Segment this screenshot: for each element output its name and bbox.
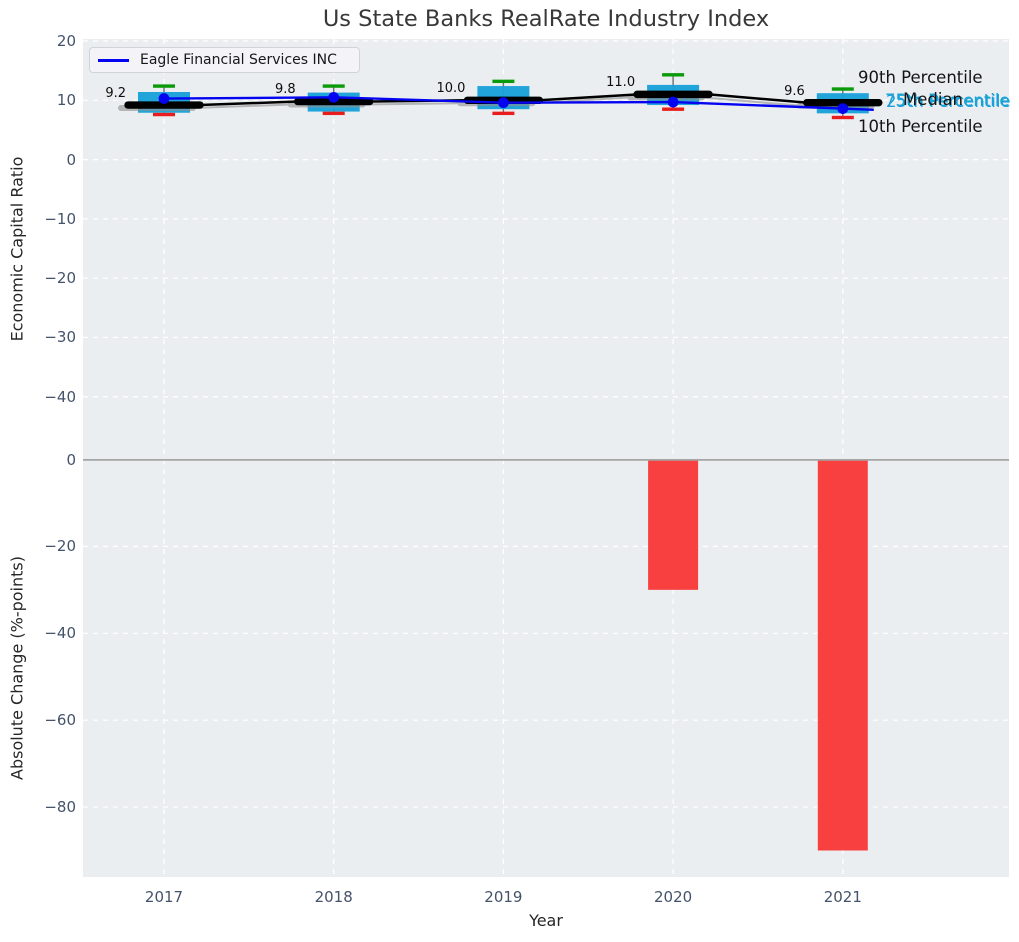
legend: Eagle Financial Services INC [89,47,360,73]
company-marker-2020 [667,96,679,108]
cap-10th-2020 [662,107,685,111]
ytick-label-bottom: −60 [44,711,76,730]
ytick-label-top: −20 [44,269,76,288]
ytick-label-top: 0 [66,150,76,169]
xtick-label-2017: 2017 [144,888,184,906]
annotation-75th-percentile: 75th Percentile [885,91,1010,110]
annotation-90th-percentile: 90th Percentile [858,68,983,87]
ytick-label-top: −40 [44,387,76,406]
cap-10th-2021 [831,115,854,120]
legend-line-sample [98,58,129,62]
ytick-label-bottom: −80 [44,798,76,817]
cap-90th-2018 [322,84,345,88]
ytick-label-bottom: 0 [66,450,76,469]
cap-10th-2018 [322,111,345,116]
bar-2021 [817,459,868,851]
bar-2020 [648,459,699,590]
value-label-2019: 10.0 [436,81,466,97]
company-marker-2021 [837,103,849,115]
company-marker-2019 [498,97,509,109]
annotation-10th-percentile: 10th Percentile [858,117,983,136]
median-connector [362,102,461,106]
company-marker-2018 [328,91,340,103]
ytick-label-top: −30 [44,328,76,347]
median-connector [192,103,291,110]
xtick-label-2019: 2019 [484,888,523,906]
ytick-label-top: 20 [56,32,76,51]
xtick-label-2020: 2020 [654,888,693,906]
bottom-y-axis-label: Absolute Change (%-points) [7,556,27,780]
cap-10th-2019 [492,111,515,116]
x-axis-label: Year [529,911,563,930]
cap-10th-2017 [153,112,175,117]
ytick-label-top: −10 [44,209,76,228]
bottom-plot-area [83,459,1009,877]
median-connector [708,93,807,104]
ytick-label-bottom: −20 [44,537,76,556]
median-connector [539,93,638,102]
company-marker-2017 [158,93,170,104]
annotation-median: Median [903,90,964,109]
top-y-axis-label: Economic Capital Ratio [7,156,27,342]
median-connector [702,96,800,107]
cap-90th-2017 [153,84,175,88]
xtick-label-2018: 2018 [314,888,353,906]
legend-label: Eagle Financial Services INC [140,52,337,68]
value-label-2018: 9.8 [275,82,296,98]
top-plot-area [83,39,1009,459]
xtick-label-2021: 2021 [823,888,862,906]
chart-title: Us State Banks RealRate Industry Index [322,6,770,32]
value-label-2021: 9.6 [784,83,805,99]
annotation-25th-percentile: 25th Percentile [886,92,1011,111]
median-connector [199,100,298,107]
cap-90th-2021 [831,87,854,91]
cap-90th-2019 [492,79,515,84]
value-label-2020: 11.0 [606,75,636,91]
cap-90th-2020 [662,73,685,77]
ytick-label-bottom: −40 [44,624,76,643]
value-label-2017: 9.2 [105,86,126,102]
ytick-label-top: 10 [56,91,76,110]
